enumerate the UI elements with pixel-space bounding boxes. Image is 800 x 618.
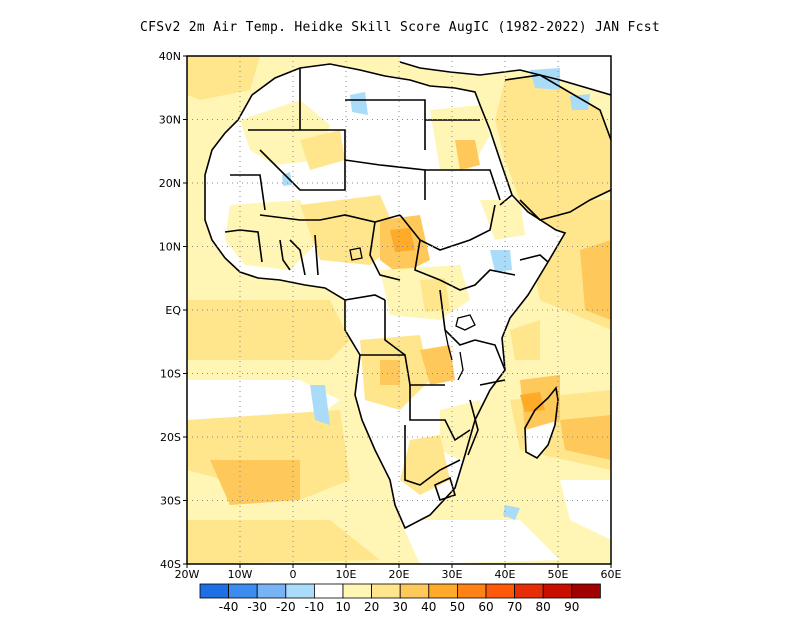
lon-label: 40E — [495, 568, 516, 581]
lat-label: 30S — [160, 495, 181, 508]
colorbar-swatch — [456, 583, 487, 599]
colorbar-label: 30 — [393, 600, 408, 614]
lon-label: 60E — [601, 568, 622, 581]
colorbar-label: -20 — [276, 600, 296, 614]
colorbar-swatch — [399, 583, 430, 599]
lat-label: 40S — [160, 558, 181, 571]
lat-label: 30N — [159, 114, 181, 127]
lon-label: 10E — [336, 568, 357, 581]
lon-label: 20W — [175, 568, 200, 581]
political-borders — [204, 61, 611, 530]
colorbar-label: 90 — [564, 600, 579, 614]
colorbar-swatch — [371, 583, 401, 599]
map-title: CFSv2 2m Air Temp. Heidke Skill Score Au… — [139, 20, 661, 35]
lon-label: 10W — [228, 568, 253, 581]
colorbar-swatch — [542, 583, 573, 599]
lon-label: 20E — [389, 568, 410, 581]
lat-label: 40N — [159, 50, 181, 63]
longitude-labels: 20W 10W 0 10E 20E 30E 40E 50E 60E — [175, 564, 622, 581]
colorbar-swatch — [571, 583, 601, 599]
graticule — [187, 56, 611, 564]
lon-label: 50E — [548, 568, 569, 581]
colorbar-label: 10 — [335, 600, 350, 614]
colorbar-swatch — [514, 583, 544, 599]
colorbar-label: 50 — [450, 600, 465, 614]
colorbar-label: 80 — [536, 600, 551, 614]
lat-label: 10S — [160, 368, 181, 381]
lat-label: 10N — [159, 241, 181, 254]
colorbar-label: -10 — [305, 600, 325, 614]
colorbar-swatch — [485, 583, 516, 599]
colorbar-swatch — [256, 583, 287, 599]
colorbar-label: -30 — [247, 600, 267, 614]
lon-label: 30E — [442, 568, 463, 581]
lakes — [349, 247, 476, 381]
lon-label: 0 — [290, 568, 297, 581]
colorbar-swatch — [285, 583, 315, 599]
colorbar: -40 -30 -20 -10 10 20 30 40 50 60 70 80 90 — [199, 583, 601, 614]
colorbar-swatch — [199, 583, 230, 599]
colorbar-label: 60 — [478, 600, 493, 614]
lat-label: 20S — [160, 431, 181, 444]
europe-land — [400, 56, 611, 95]
colorbar-label: 70 — [507, 600, 522, 614]
colorbar-swatch — [228, 583, 258, 599]
colorbar-swatch — [342, 583, 373, 599]
colorbar-label: 20 — [364, 600, 379, 614]
latitude-labels: 40N 30N 20N 10N EQ 10S 20S 30S 40S — [159, 50, 187, 571]
arabia-land — [495, 75, 611, 220]
land-skill-fields — [225, 68, 590, 495]
colorbar-label: 40 — [421, 600, 436, 614]
lat-label: EQ — [165, 304, 181, 317]
skill-fields — [187, 56, 611, 564]
colorbar-label: -40 — [219, 600, 239, 614]
colorbar-swatch — [428, 583, 458, 599]
colorbar-swatch — [313, 583, 344, 599]
lat-label: 20N — [159, 177, 181, 190]
